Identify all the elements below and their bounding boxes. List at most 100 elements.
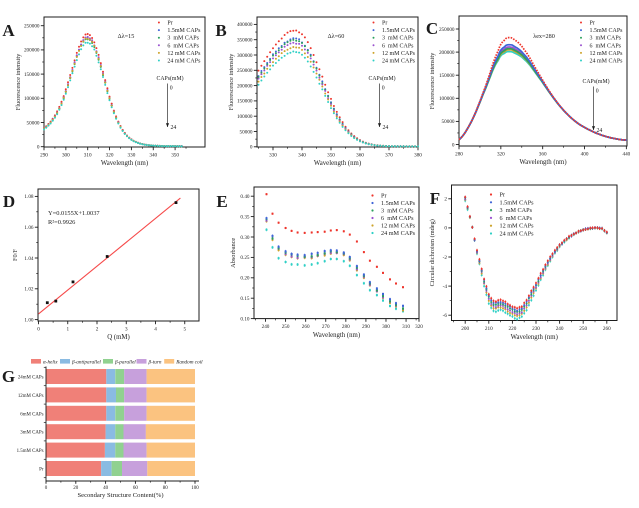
svg-text:320: 320 bbox=[106, 153, 114, 159]
svg-text:0.15: 0.15 bbox=[240, 296, 249, 302]
svg-text:Wavelength (nm): Wavelength (nm) bbox=[101, 160, 148, 167]
svg-text:D: D bbox=[3, 192, 15, 211]
svg-text:Wavelength (nm): Wavelength (nm) bbox=[511, 334, 558, 341]
svg-text:24 mM CAPs: 24 mM CAPs bbox=[500, 231, 535, 238]
svg-text:200000: 200000 bbox=[237, 83, 253, 89]
svg-text:24 mM CAPs: 24 mM CAPs bbox=[382, 59, 416, 65]
svg-text:12 mM CAPs: 12 mM CAPs bbox=[167, 51, 201, 57]
svg-text:Y=0.0155X+1.0037: Y=0.0155X+1.0037 bbox=[48, 210, 100, 217]
svg-text:2: 2 bbox=[96, 327, 99, 333]
svg-text:1: 1 bbox=[66, 327, 69, 333]
svg-text:6 mM CAPs: 6 mM CAPs bbox=[381, 215, 414, 222]
svg-text:2: 2 bbox=[444, 197, 447, 203]
svg-text:0.10: 0.10 bbox=[240, 316, 249, 322]
svg-text:0.35: 0.35 bbox=[240, 214, 249, 220]
svg-text:0: 0 bbox=[596, 89, 599, 95]
svg-text:0: 0 bbox=[37, 327, 40, 333]
svg-text:CAPs(mM): CAPs(mM) bbox=[368, 75, 395, 82]
svg-text:1.02: 1.02 bbox=[24, 287, 33, 293]
svg-text:150000: 150000 bbox=[237, 99, 253, 105]
svg-text:Wavelength (nm): Wavelength (nm) bbox=[314, 160, 361, 167]
svg-text:Δλ=15: Δλ=15 bbox=[118, 33, 135, 40]
svg-text:380: 380 bbox=[414, 153, 422, 159]
svg-text:Pr: Pr bbox=[590, 21, 595, 27]
svg-text:1.06: 1.06 bbox=[24, 225, 33, 231]
svg-text:290: 290 bbox=[362, 324, 370, 330]
svg-text:80: 80 bbox=[163, 486, 169, 491]
svg-text:340: 340 bbox=[298, 153, 306, 159]
svg-text:CAPs(mM): CAPs(mM) bbox=[156, 75, 183, 82]
svg-text:24 mM CAPs: 24 mM CAPs bbox=[590, 59, 624, 65]
svg-text:6 mM CAPs: 6 mM CAPs bbox=[500, 215, 533, 222]
svg-text:370: 370 bbox=[385, 153, 393, 159]
svg-text:0: 0 bbox=[250, 145, 253, 151]
svg-text:240: 240 bbox=[556, 326, 564, 332]
svg-text:Fluorescence intensity: Fluorescence intensity bbox=[15, 53, 22, 110]
svg-text:1.04: 1.04 bbox=[24, 256, 33, 262]
svg-text:Pr: Pr bbox=[381, 193, 387, 200]
svg-text:100000: 100000 bbox=[24, 96, 40, 102]
svg-text:240: 240 bbox=[262, 324, 270, 330]
svg-text:24: 24 bbox=[597, 128, 603, 134]
svg-text:6 mM CAPs: 6 mM CAPs bbox=[590, 43, 622, 49]
svg-text:1.5mM CAPs: 1.5mM CAPs bbox=[382, 28, 416, 34]
svg-text:Pr: Pr bbox=[167, 21, 172, 27]
svg-text:1.5mM CAPs: 1.5mM CAPs bbox=[500, 199, 535, 206]
svg-text:1.00: 1.00 bbox=[24, 317, 33, 323]
svg-text:α-helix: α-helix bbox=[43, 360, 58, 366]
svg-text:360: 360 bbox=[539, 152, 547, 158]
svg-text:24 mM CAPs: 24 mM CAPs bbox=[381, 230, 416, 237]
svg-text:50000: 50000 bbox=[240, 129, 253, 135]
svg-text:G: G bbox=[2, 367, 15, 386]
svg-text:250: 250 bbox=[282, 324, 290, 330]
svg-text:-4: -4 bbox=[443, 284, 448, 290]
svg-text:320: 320 bbox=[497, 152, 505, 158]
svg-text:β-antiparallel: β-antiparallel bbox=[71, 360, 101, 366]
svg-text:330: 330 bbox=[269, 153, 277, 159]
svg-text:300000: 300000 bbox=[237, 53, 253, 59]
svg-text:200000: 200000 bbox=[24, 48, 40, 54]
svg-text:3 mM CAPs: 3 mM CAPs bbox=[381, 208, 414, 215]
svg-text:3mM CAPs: 3mM CAPs bbox=[20, 431, 43, 436]
svg-text:50000: 50000 bbox=[442, 119, 455, 125]
svg-text:Pr: Pr bbox=[39, 468, 44, 473]
svg-text:1.5mM CAPs: 1.5mM CAPs bbox=[381, 200, 416, 207]
svg-text:A: A bbox=[2, 21, 15, 40]
svg-text:0: 0 bbox=[452, 142, 455, 148]
svg-text:B: B bbox=[215, 21, 226, 40]
svg-text:12 mM CAPs: 12 mM CAPs bbox=[382, 51, 416, 57]
svg-text:0: 0 bbox=[45, 486, 48, 491]
svg-text:340: 340 bbox=[149, 153, 157, 159]
svg-text:3 mM CAPs: 3 mM CAPs bbox=[167, 36, 199, 42]
svg-text:50000: 50000 bbox=[27, 120, 40, 126]
svg-text:40: 40 bbox=[103, 486, 109, 491]
svg-text:330: 330 bbox=[128, 153, 136, 159]
svg-text:400: 400 bbox=[581, 152, 589, 158]
svg-text:310: 310 bbox=[84, 153, 92, 159]
svg-text:Pr: Pr bbox=[500, 192, 506, 199]
svg-text:Δλ=60: Δλ=60 bbox=[328, 33, 345, 40]
svg-text:0.30: 0.30 bbox=[240, 235, 249, 241]
svg-text:60: 60 bbox=[133, 486, 139, 491]
svg-text:6mM CAPs: 6mM CAPs bbox=[20, 412, 43, 417]
svg-text:230: 230 bbox=[532, 326, 540, 332]
svg-text:5: 5 bbox=[183, 327, 186, 333]
svg-text:0: 0 bbox=[382, 86, 385, 92]
svg-text:20: 20 bbox=[73, 486, 79, 491]
svg-text:Wavelength (nm): Wavelength (nm) bbox=[313, 332, 360, 339]
svg-text:F: F bbox=[430, 189, 440, 208]
svg-text:0: 0 bbox=[37, 145, 40, 151]
svg-text:24 mM CAPs: 24 mM CAPs bbox=[167, 59, 201, 65]
svg-text:250000: 250000 bbox=[237, 68, 253, 74]
svg-text:0.25: 0.25 bbox=[240, 255, 249, 261]
svg-text:350000: 350000 bbox=[237, 38, 253, 44]
svg-text:R²=0.9926: R²=0.9926 bbox=[48, 219, 75, 226]
svg-text:280: 280 bbox=[342, 324, 350, 330]
svg-text:4: 4 bbox=[154, 327, 157, 333]
svg-text:6 mM CAPs: 6 mM CAPs bbox=[167, 43, 199, 49]
svg-text:400000: 400000 bbox=[237, 22, 253, 28]
svg-text:β-parallel: β-parallel bbox=[114, 360, 136, 366]
svg-text:320: 320 bbox=[415, 324, 423, 330]
svg-text:250: 250 bbox=[579, 326, 587, 332]
svg-text:310: 310 bbox=[402, 324, 410, 330]
